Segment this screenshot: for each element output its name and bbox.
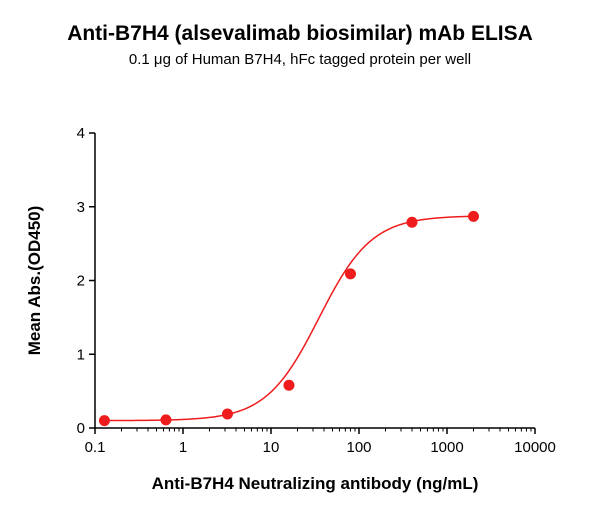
data-point (221, 408, 233, 420)
y-tick-label: 0 (77, 420, 85, 437)
y-tick-label: 1 (77, 346, 85, 363)
points-layer (98, 210, 479, 427)
x-tick-label: 1 (179, 439, 187, 456)
data-point (283, 379, 295, 391)
x-tick-label: 10000 (514, 439, 556, 456)
x-tick-label: 10 (263, 439, 280, 456)
data-point (406, 216, 418, 228)
axes: 0 1 2 3 4 0.1 1 10 100 1000 10000 (77, 125, 556, 456)
y-tick-label: 4 (77, 125, 85, 142)
chart-subtitle: 0.1 μg of Human B7H4, hFc tagged protein… (128, 51, 472, 68)
x-axis-title: Anti-B7H4 Neutralizing antibody (ng/mL) (152, 474, 479, 493)
data-point (467, 210, 479, 222)
x-tick-label: 0.1 (85, 439, 106, 456)
y-axis-title: Mean Abs.(OD450) (25, 206, 44, 356)
x-tick-label: 1000 (430, 439, 463, 456)
y-tick-label: 3 (77, 199, 85, 216)
data-point (98, 415, 110, 427)
data-point (344, 268, 356, 280)
chart-title: Anti-B7H4 (alsevalimab biosimilar) mAb E… (67, 22, 533, 45)
y-tick-label: 2 (77, 273, 85, 290)
x-tick-label: 100 (346, 439, 371, 456)
data-point (160, 414, 172, 426)
